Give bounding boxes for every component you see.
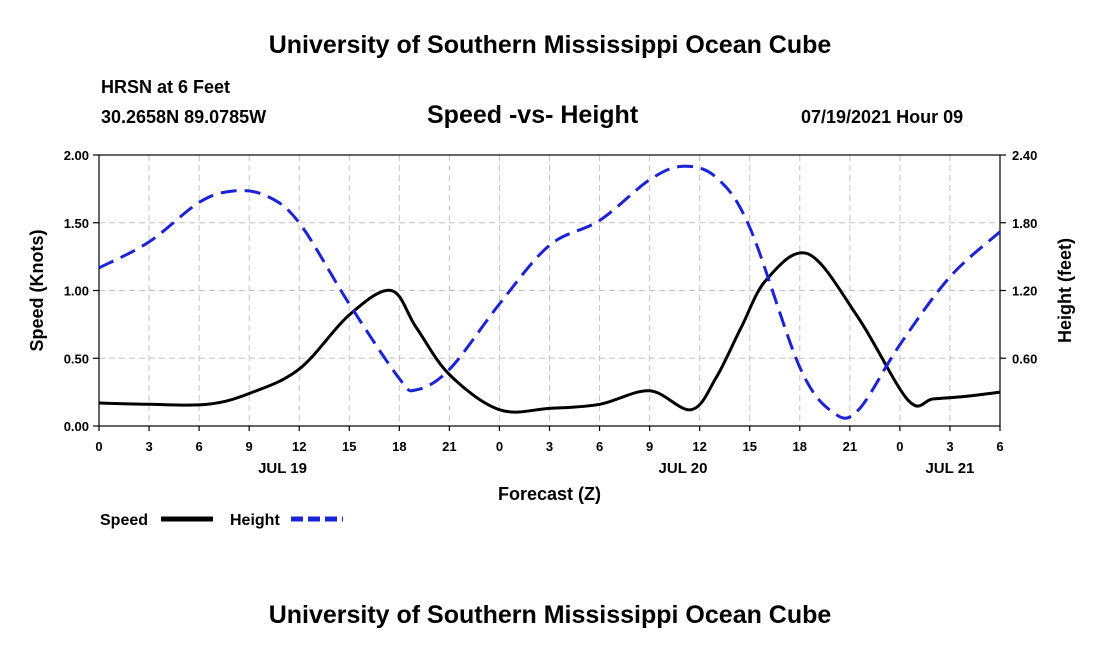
date-label: JUL 19 <box>258 460 307 477</box>
x-tick-label: 9 <box>646 439 653 454</box>
x-axis-label: Forecast (Z) <box>498 484 601 504</box>
x-tick-label: 9 <box>246 439 253 454</box>
y-tick-label-right: 1.80 <box>1012 216 1037 231</box>
y-tick-label-left: 1.50 <box>64 216 89 231</box>
x-tick-label: 0 <box>896 439 903 454</box>
x-tick-label: 15 <box>742 439 756 454</box>
x-tick-label: 18 <box>392 439 406 454</box>
forecast-run-time: 07/19/2021 Hour 09 <box>801 107 964 127</box>
x-tick-label: 6 <box>195 439 202 454</box>
plot-title: Speed -vs- Height <box>427 101 639 129</box>
y-tick-label-left: 0.50 <box>64 351 89 366</box>
y-tick-label-right: 2.40 <box>1012 148 1037 163</box>
speed-series-line <box>98 251 1001 414</box>
footer-title: University of Southern Mississippi Ocean… <box>268 601 832 629</box>
page-title: University of Southern Mississippi Ocean… <box>268 31 832 59</box>
height-series-line <box>98 164 1002 420</box>
station-label: HRSN at 6 Feet <box>101 77 231 97</box>
x-tick-label: 3 <box>946 439 953 454</box>
y-tick-label-left: 2.00 <box>64 148 89 163</box>
y-tick-label-left: 1.00 <box>64 284 89 299</box>
x-tick-label: 3 <box>546 439 553 454</box>
date-label: JUL 21 <box>925 460 974 477</box>
x-tick-label: 6 <box>596 439 603 454</box>
y-axis-label-left: Speed (Knots) <box>27 229 47 351</box>
y-tick-label-left: 0.00 <box>64 419 89 434</box>
x-tick-label: 15 <box>342 439 356 454</box>
x-tick-label: 3 <box>145 439 152 454</box>
x-tick-label: 12 <box>292 439 306 454</box>
x-tick-label: 21 <box>442 439 456 454</box>
y-tick-label-right: 1.20 <box>1012 284 1037 299</box>
x-tick-label: 18 <box>793 439 807 454</box>
x-tick-label: 0 <box>496 439 503 454</box>
date-label: JUL 20 <box>659 460 708 477</box>
x-tick-label: 12 <box>692 439 706 454</box>
y-axis-label-right: Height (feet) <box>1055 238 1075 343</box>
legend-label: Height <box>230 512 280 529</box>
x-tick-label: 21 <box>843 439 857 454</box>
x-tick-label: 6 <box>996 439 1003 454</box>
y-tick-label-right: 0.60 <box>1012 351 1037 366</box>
x-tick-label: 0 <box>95 439 102 454</box>
legend-label: Speed <box>100 512 148 529</box>
station-coordinates: 30.2658N 89.0785W <box>101 107 267 127</box>
